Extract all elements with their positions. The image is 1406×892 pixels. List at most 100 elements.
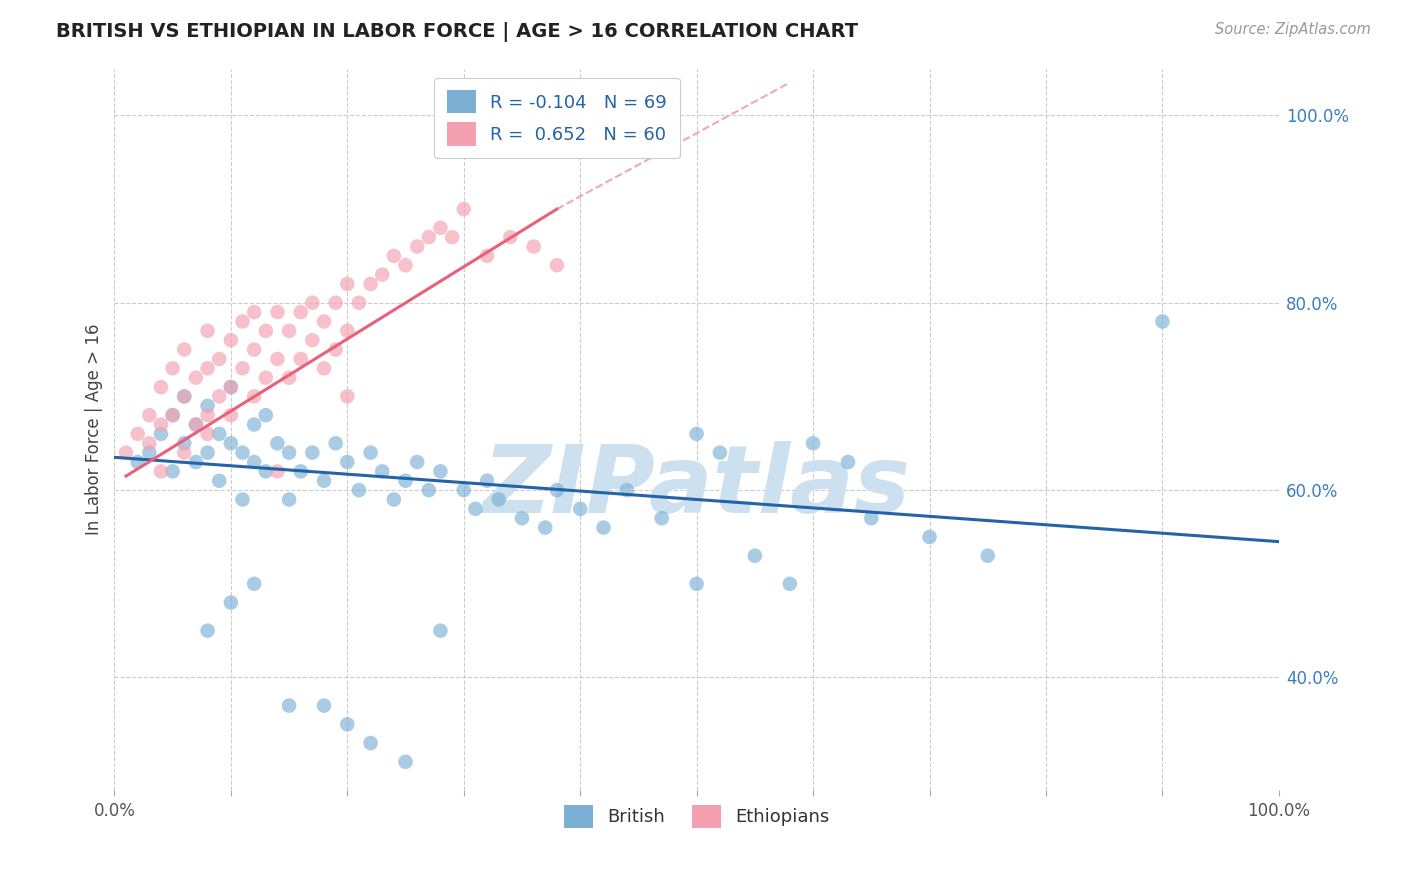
Point	[441, 230, 464, 244]
Point	[266, 351, 288, 366]
Point	[127, 455, 149, 469]
Point	[325, 343, 347, 357]
Point	[243, 455, 266, 469]
Point	[301, 445, 323, 459]
Point	[231, 445, 253, 459]
Point	[360, 445, 382, 459]
Point	[278, 492, 301, 507]
Point	[162, 464, 184, 478]
Point	[651, 511, 673, 525]
Point	[173, 389, 195, 403]
Point	[347, 295, 370, 310]
Point	[406, 239, 429, 253]
Point	[325, 295, 347, 310]
Point	[685, 576, 707, 591]
Point	[523, 239, 546, 253]
Point	[150, 417, 173, 432]
Point	[219, 333, 242, 347]
Point	[184, 417, 207, 432]
Point	[197, 624, 219, 638]
Point	[219, 380, 242, 394]
Point	[254, 408, 277, 422]
Point	[394, 755, 416, 769]
Point	[162, 408, 184, 422]
Point	[347, 483, 370, 497]
Point	[150, 380, 173, 394]
Point	[197, 324, 219, 338]
Point	[382, 492, 405, 507]
Point	[382, 249, 405, 263]
Point	[360, 736, 382, 750]
Point	[744, 549, 766, 563]
Point	[453, 483, 475, 497]
Point	[173, 445, 195, 459]
Point	[488, 492, 510, 507]
Point	[243, 305, 266, 319]
Point	[138, 408, 160, 422]
Point	[219, 380, 242, 394]
Point	[138, 436, 160, 450]
Point	[685, 426, 707, 441]
Point	[837, 455, 859, 469]
Point	[534, 520, 557, 534]
Point	[266, 436, 288, 450]
Point	[336, 277, 359, 291]
Point	[312, 698, 335, 713]
Point	[197, 361, 219, 376]
Point	[184, 455, 207, 469]
Point	[336, 455, 359, 469]
Point	[360, 277, 382, 291]
Point	[219, 408, 242, 422]
Y-axis label: In Labor Force | Age > 16: In Labor Force | Age > 16	[86, 324, 103, 535]
Point	[429, 220, 451, 235]
Point	[475, 474, 498, 488]
Point	[243, 417, 266, 432]
Point	[278, 370, 301, 384]
Point	[709, 445, 731, 459]
Point	[127, 426, 149, 441]
Point	[312, 314, 335, 328]
Point	[406, 455, 429, 469]
Point	[231, 314, 253, 328]
Point	[266, 305, 288, 319]
Point	[197, 445, 219, 459]
Point	[173, 389, 195, 403]
Point	[977, 549, 1000, 563]
Point	[138, 445, 160, 459]
Point	[429, 464, 451, 478]
Point	[325, 436, 347, 450]
Point	[418, 483, 440, 497]
Point	[290, 464, 312, 478]
Point	[197, 426, 219, 441]
Point	[336, 717, 359, 731]
Point	[219, 595, 242, 609]
Point	[592, 520, 614, 534]
Point	[290, 351, 312, 366]
Point	[336, 324, 359, 338]
Point	[371, 464, 394, 478]
Point	[312, 474, 335, 488]
Point	[254, 324, 277, 338]
Point	[208, 351, 231, 366]
Point	[197, 408, 219, 422]
Point	[546, 483, 568, 497]
Point	[371, 268, 394, 282]
Point	[243, 389, 266, 403]
Text: BRITISH VS ETHIOPIAN IN LABOR FORCE | AGE > 16 CORRELATION CHART: BRITISH VS ETHIOPIAN IN LABOR FORCE | AG…	[56, 22, 859, 42]
Point	[569, 501, 592, 516]
Point	[801, 436, 824, 450]
Point	[278, 698, 301, 713]
Point	[278, 324, 301, 338]
Point	[208, 426, 231, 441]
Point	[243, 343, 266, 357]
Point	[301, 333, 323, 347]
Point	[394, 258, 416, 272]
Point	[150, 464, 173, 478]
Point	[278, 445, 301, 459]
Point	[173, 436, 195, 450]
Point	[162, 408, 184, 422]
Point	[918, 530, 941, 544]
Point	[184, 417, 207, 432]
Point	[779, 576, 801, 591]
Point	[173, 343, 195, 357]
